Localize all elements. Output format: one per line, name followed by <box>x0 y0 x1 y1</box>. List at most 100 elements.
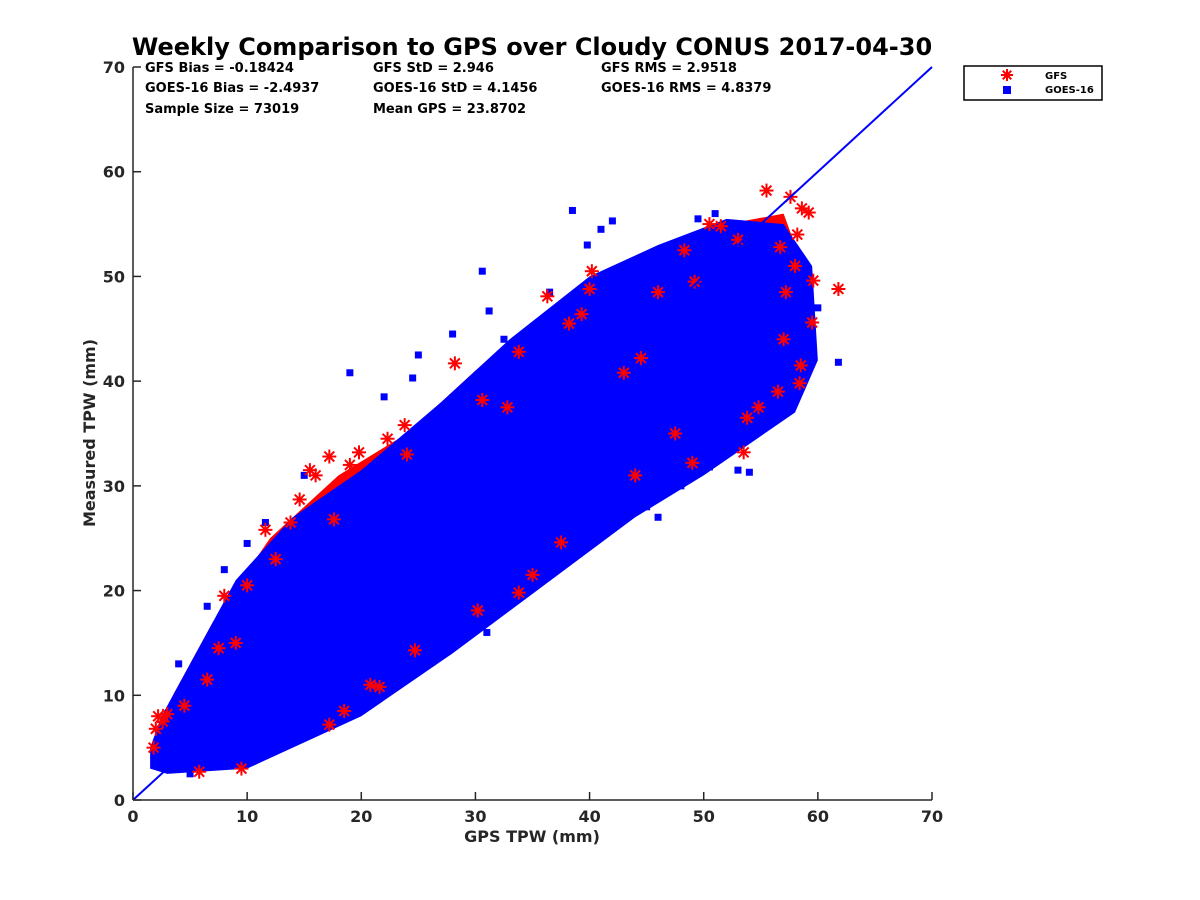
goes-16-point <box>757 241 765 249</box>
goes-16-point <box>186 770 194 778</box>
y-tick-label: 20 <box>103 582 125 601</box>
gfs-point <box>283 515 298 530</box>
goes-16-point <box>785 309 793 317</box>
gfs-point <box>677 243 692 258</box>
stat-goes-rms: GOES-16 RMS = 4.8379 <box>601 81 771 96</box>
goes-16-point <box>780 320 788 328</box>
legend: GFS GOES-16 <box>963 65 1103 101</box>
goes-16-point <box>665 414 673 422</box>
goes-16-point <box>289 733 297 741</box>
goes-16-point <box>500 335 508 343</box>
goes-16-point <box>768 356 776 364</box>
gfs-point <box>616 365 631 380</box>
x-tick-label: 70 <box>921 807 943 826</box>
gfs-point <box>778 285 793 300</box>
goes-16-point <box>203 602 211 610</box>
gfs-point <box>685 455 700 470</box>
gfs-point <box>146 740 161 755</box>
legend-goes-marker <box>1003 86 1011 94</box>
goes-16-point <box>266 744 274 752</box>
gfs-point <box>337 703 352 718</box>
gfs-point <box>788 258 803 273</box>
y-tick-label: 0 <box>114 791 125 810</box>
gfs-point <box>160 707 175 722</box>
goes-16-point <box>443 430 451 437</box>
gfs-point <box>540 289 555 304</box>
x-tick-label: 60 <box>807 807 829 826</box>
goes-16-point <box>346 369 354 377</box>
goes-16-point <box>323 712 331 720</box>
goes-16-point <box>705 463 713 471</box>
goes-16-point <box>586 534 594 542</box>
goes-16-point <box>762 398 770 406</box>
legend-goes-label: GOES-16 <box>1045 85 1094 96</box>
goes-16-point <box>409 374 417 382</box>
gfs-point <box>177 698 192 713</box>
gfs-point <box>292 492 307 507</box>
y-tick-label: 30 <box>103 477 125 496</box>
gfs-point <box>342 457 357 472</box>
gfs-point <box>801 205 816 220</box>
data-cloud-layer <box>150 213 818 774</box>
gfs-point <box>155 714 170 729</box>
gfs-point <box>258 522 273 537</box>
gfs-point <box>322 717 337 732</box>
goes-16-point <box>197 702 205 710</box>
goes-16-point <box>546 288 554 296</box>
axes: 0 10 20 30 40 50 60 70 0 10 20 30 40 50 60 70 <box>103 58 943 826</box>
x-tick-label: 30 <box>464 807 486 826</box>
goes-16-point <box>643 272 651 280</box>
gfs-point <box>792 376 807 391</box>
goes-16-point <box>814 304 822 312</box>
gfs-point <box>736 445 751 460</box>
x-tick-label: 20 <box>350 807 372 826</box>
gfs-point <box>240 578 255 593</box>
gfs-point <box>363 677 378 692</box>
goes-16-point <box>534 566 542 574</box>
x-tick-label: 40 <box>578 807 600 826</box>
gfs-point <box>511 344 526 359</box>
gfs-point <box>470 603 485 618</box>
gfs-point <box>475 392 490 407</box>
x-tick-label: 10 <box>236 807 258 826</box>
goes-16-point <box>802 335 810 343</box>
goes-16-point <box>506 398 514 406</box>
legend-gfs-asterisk <box>1001 69 1013 81</box>
gfs-point <box>148 721 163 736</box>
gfs-point <box>584 264 599 279</box>
goes-16-series <box>158 206 842 778</box>
x-tick-label: 0 <box>127 807 138 826</box>
stat-mean-gps: Mean GPS = 23.8702 <box>373 102 526 117</box>
gfs-point <box>773 240 788 255</box>
gfs-point <box>751 400 766 415</box>
gfs-point <box>759 183 774 198</box>
gfs-point <box>228 635 243 650</box>
goes-16-point <box>723 409 731 417</box>
goes-16-point <box>380 393 388 401</box>
gfs-point <box>740 410 755 425</box>
goes-16-point <box>283 539 291 547</box>
gfs-series <box>146 183 846 779</box>
goes-16-point <box>654 513 662 521</box>
one-to-one-reference-line <box>132 66 933 801</box>
goes-16-point <box>220 566 228 574</box>
goes-16-point <box>626 508 634 516</box>
gfs-point <box>407 643 422 658</box>
gfs-point <box>234 761 249 776</box>
gfs-point <box>793 358 808 373</box>
gfs-point <box>217 588 232 603</box>
goes-16-point <box>677 482 685 490</box>
goes-16-point <box>158 754 166 762</box>
goes-16-point <box>483 628 491 636</box>
gfs-point <box>322 449 337 464</box>
goes-16-point <box>643 503 651 511</box>
gfs-point <box>500 400 515 415</box>
gfs-point <box>776 332 791 347</box>
goes-16-point <box>478 267 486 275</box>
gfs-point <box>211 641 226 656</box>
gfs-point <box>192 764 207 779</box>
chart-title: Weekly Comparison to GPS over Cloudy CON… <box>132 33 932 61</box>
y-tick-label: 60 <box>103 163 125 182</box>
gfs-point <box>562 316 577 331</box>
goes-16-point <box>608 519 616 527</box>
